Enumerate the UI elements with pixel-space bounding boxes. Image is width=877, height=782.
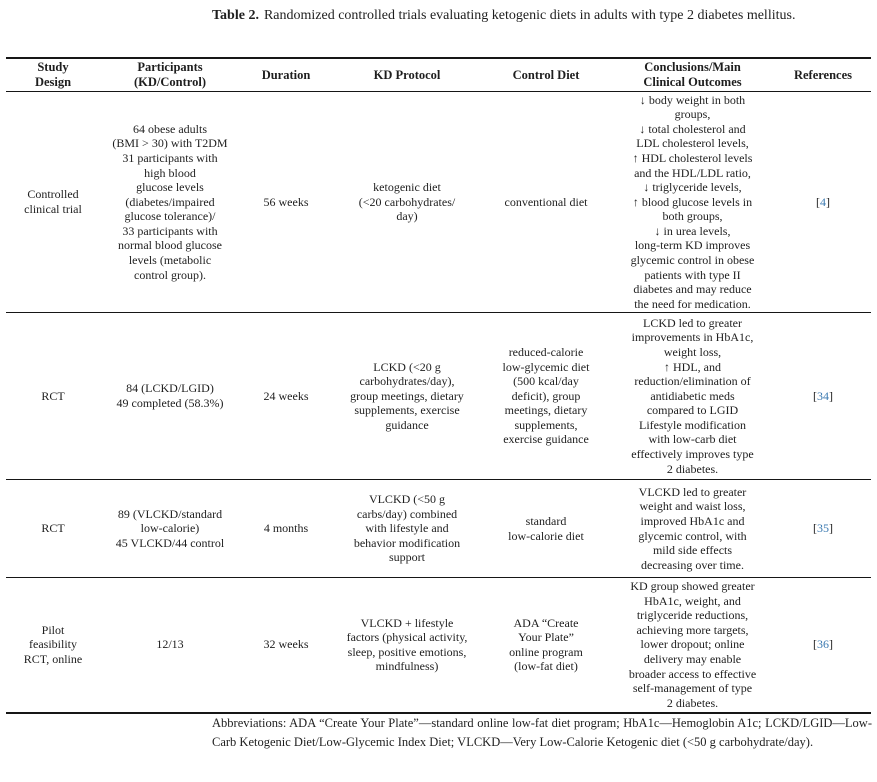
ref-number: 34 [817,388,829,403]
header-row: Study Design Participants (KD/Control) D… [6,58,871,92]
header-study-design: Study Design [34,60,72,89]
cell-kd-protocol: VLCKD (<50 g carbs/day) combined with li… [353,492,461,565]
table-row: Controlled clinical trial 64 obese adult… [6,92,871,313]
cell-references: [35] [775,480,871,578]
header-references: References [793,67,853,82]
table-row: RCT 84 (LCKD/LGID) 49 completed (58.3%) … [6,313,871,480]
cell-study-design: Pilot feasibility RCT, online [23,622,83,667]
cell-references: [36] [775,578,871,713]
ref-open-bracket: [ [816,194,820,209]
table-row: Pilot feasibility RCT, online 12/13 32 w… [6,578,871,713]
cell-kd-protocol: LCKD (<20 g carbohydrates/day), group me… [350,359,464,432]
header-kd-protocol: KD Protocol [373,67,441,82]
ref-open-bracket: [ [813,521,817,536]
cell-study-design: RCT [41,388,65,403]
cell-participants: 64 obese adults (BMI > 30) with T2DM 31 … [112,121,228,282]
cell-kd-protocol: ketogenic diet (<20 carbohydrates/ day) [358,180,456,224]
ref-number: 35 [817,521,829,536]
cell-participants: 12/13 [156,637,184,652]
cell-conclusions: VLCKD led to greater weight and waist lo… [638,484,747,572]
header-control-diet: Control Diet [512,67,580,82]
header-participants: Participants (KD/Control) [134,60,206,89]
table-caption-label: Table 2. [212,8,259,23]
cell-references: [4] [775,92,871,313]
cell-control-diet: standard low-calorie diet [508,513,584,543]
cell-control-diet: conventional diet [504,194,588,209]
ref-close-bracket: ] [829,388,833,403]
trials-table: Study Design Participants (KD/Control) D… [6,57,871,714]
cell-participants: 84 (LCKD/LGID) 49 completed (58.3%) [116,381,224,410]
table-caption: Table 2. Randomized controlled trials eva… [212,5,872,26]
table-footnote: Abbreviations: ADA “Create Your Plate”—s… [212,716,872,749]
cell-kd-protocol: VLCKD + lifestyle factors (physical acti… [346,615,468,674]
table-row: RCT 89 (VLCKD/standard low-calorie) 45 V… [6,480,871,578]
reference-link[interactable]: [34] [813,389,833,403]
cell-duration: 4 months [263,521,309,536]
header-conclusions: Conclusions/Main Clinical Outcomes [643,60,742,89]
cell-control-diet: ADA “Create Your Plate” online program (… [509,615,583,674]
cell-participants: 89 (VLCKD/standard low-calorie) 45 VLCKD… [115,506,225,550]
cell-references: [34] [775,313,871,480]
ref-close-bracket: ] [826,194,830,209]
cell-conclusions: ↓ body weight in both groups, ↓ total ch… [630,92,755,311]
cell-study-design: Controlled clinical trial [24,187,82,216]
table-header: Study Design Participants (KD/Control) D… [6,58,871,92]
cell-duration: 32 weeks [263,637,309,652]
cell-control-diet: reduced-calorie low-glycemic diet (500 k… [502,344,590,447]
ref-open-bracket: [ [813,637,817,652]
table-caption-text: Randomized controlled trials evaluating … [263,8,796,23]
cell-duration: 24 weeks [263,388,309,403]
ref-close-bracket: ] [829,521,833,536]
cell-conclusions: LCKD led to greater improvements in HbA1… [631,315,754,476]
reference-link[interactable]: [36] [813,637,833,651]
ref-number: 4 [820,194,826,209]
header-duration: Duration [261,67,311,82]
cell-duration: 56 weeks [263,194,309,209]
reference-link[interactable]: [4] [816,195,830,209]
ref-close-bracket: ] [829,637,833,652]
reference-link[interactable]: [35] [813,521,833,535]
cell-study-design: RCT [41,521,65,536]
ref-number: 36 [817,637,829,652]
cell-conclusions: KD group showed greater HbA1c, weight, a… [628,579,757,710]
ref-open-bracket: [ [813,388,817,403]
